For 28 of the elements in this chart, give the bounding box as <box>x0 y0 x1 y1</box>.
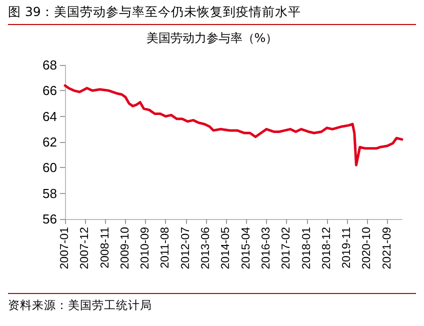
y-tick-label: 68 <box>42 58 57 72</box>
x-tick-label: 2009-10 <box>119 227 132 270</box>
y-tick-label: 64 <box>42 108 57 124</box>
x-tick-label: 2021-09 <box>381 227 394 270</box>
x-tick-label: 2011-08 <box>160 227 172 268</box>
x-tick-label: 2019-11 <box>341 227 354 268</box>
x-tick-label: 2007-12 <box>79 227 92 270</box>
y-tick-label: 58 <box>42 186 57 201</box>
x-tick-label: 2012-07 <box>180 227 192 270</box>
y-tick-label: 62 <box>42 134 57 150</box>
x-tick-label: 2008-11 <box>99 227 112 268</box>
x-tick-label: 2018-12 <box>320 227 333 270</box>
y-tick-label: 60 <box>42 160 57 176</box>
x-tick-label: 2017-02 <box>280 227 293 270</box>
x-tick-label: 2014-05 <box>220 227 232 270</box>
chart-subtitle: 美国劳动力参与率（%） <box>146 31 278 45</box>
x-tick-label: 2016-03 <box>260 227 272 270</box>
chart-title: 图 39：美国劳动参与率至今仍未恢复到疫情前水平 <box>8 4 416 25</box>
x-tick-label: 2010-09 <box>140 227 152 270</box>
x-tick-label: 2007-01 <box>59 227 71 270</box>
line-series <box>64 84 404 166</box>
y-tick-label: 56 <box>42 212 57 226</box>
x-tick-label: 2015-04 <box>240 226 252 270</box>
y-tick-label: 66 <box>42 83 57 98</box>
x-tick-label: 2018-01 <box>300 227 313 270</box>
text: 资料来源：美国劳工统计局 <box>8 298 153 313</box>
x-tick-label: 2020-10 <box>361 227 374 270</box>
x-tick-label: 2013-06 <box>200 227 212 270</box>
